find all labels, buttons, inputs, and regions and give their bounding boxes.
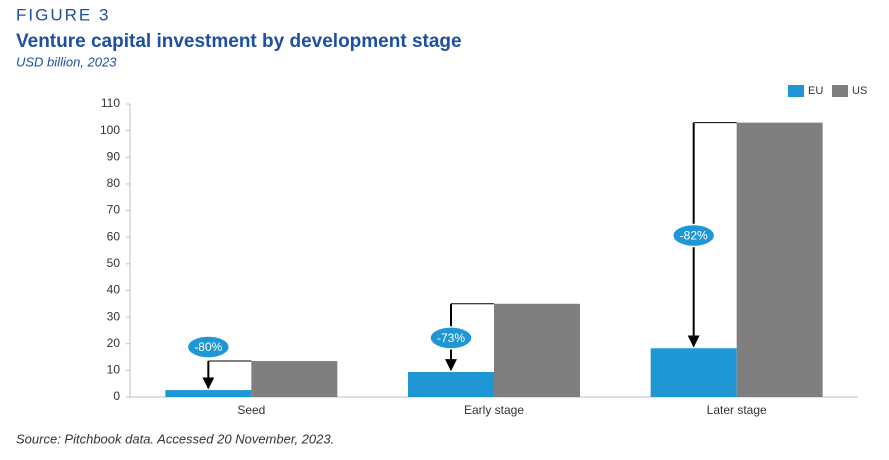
chart-title: Venture capital investment by developmen… (16, 31, 462, 52)
y-tick-label: 110 (101, 96, 120, 110)
source-note: Source: Pitchbook data. Accessed 20 Nove… (16, 431, 334, 446)
bar (494, 303, 580, 397)
y-tick-label: 0 (113, 389, 120, 403)
bar (251, 361, 338, 397)
annotation-label: -82% (680, 229, 708, 243)
y-tick-label: 30 (107, 309, 121, 323)
y-tick-label: 50 (107, 256, 121, 270)
y-tick-label: 40 (107, 283, 121, 297)
bar (408, 371, 494, 397)
annotation-label: -80% (194, 340, 222, 354)
chart-subtitle: USD billion, 2023 (16, 54, 117, 69)
y-tick-label: 70 (107, 203, 121, 217)
y-tick-label: 80 (107, 176, 121, 190)
legend-swatch (788, 85, 804, 97)
x-tick-label: Later stage (707, 403, 767, 417)
x-tick-label: Seed (237, 403, 265, 417)
annotation-bubble (671, 223, 716, 248)
annotation-bubble (429, 326, 473, 350)
annotation-bubble (186, 335, 231, 359)
y-tick-label: 100 (100, 123, 120, 137)
legend-swatch (832, 85, 848, 97)
y-tick-label: 20 (107, 336, 121, 350)
figure-label: FIGURE 3 (16, 5, 110, 24)
bar (650, 348, 737, 397)
y-tick-label: 90 (107, 149, 121, 163)
x-tick-label: Early stage (464, 403, 524, 417)
annotation-label: -73% (437, 331, 465, 345)
bar (736, 122, 823, 398)
y-tick-label: 60 (107, 229, 121, 243)
legend-label: EU (808, 85, 823, 97)
y-tick-label: 10 (107, 363, 121, 377)
legend-label: US (852, 85, 867, 97)
bar (165, 390, 252, 397)
